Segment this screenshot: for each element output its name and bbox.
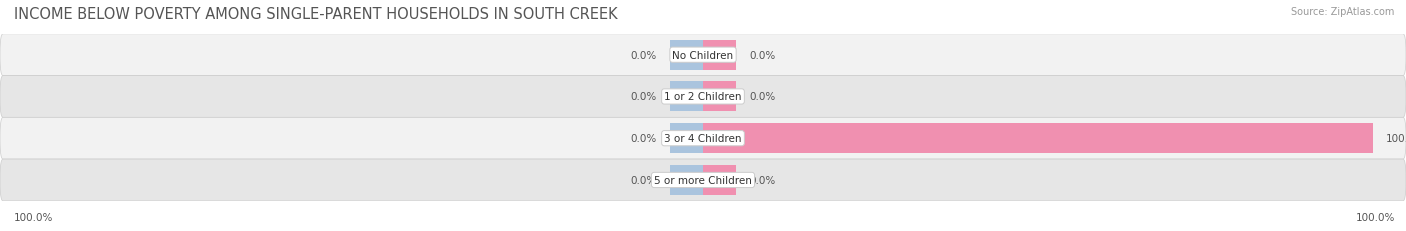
FancyBboxPatch shape	[0, 159, 1406, 201]
Bar	[703, 124, 1372, 154]
Bar	[669, 124, 703, 154]
Bar	[669, 165, 703, 195]
Text: 0.0%: 0.0%	[749, 175, 776, 185]
Text: 3 or 4 Children: 3 or 4 Children	[664, 134, 742, 144]
FancyBboxPatch shape	[0, 118, 1406, 159]
Bar	[703, 82, 737, 112]
Text: 5 or more Children: 5 or more Children	[654, 175, 752, 185]
Text: 100.0%: 100.0%	[14, 212, 53, 222]
Bar	[669, 82, 703, 112]
Text: 100.0%: 100.0%	[1386, 134, 1406, 144]
Bar	[703, 40, 737, 70]
FancyBboxPatch shape	[0, 76, 1406, 118]
Text: 0.0%: 0.0%	[630, 92, 657, 102]
Text: INCOME BELOW POVERTY AMONG SINGLE-PARENT HOUSEHOLDS IN SOUTH CREEK: INCOME BELOW POVERTY AMONG SINGLE-PARENT…	[14, 7, 617, 22]
Text: Source: ZipAtlas.com: Source: ZipAtlas.com	[1291, 7, 1395, 17]
Text: No Children: No Children	[672, 50, 734, 61]
Text: 0.0%: 0.0%	[749, 92, 776, 102]
Text: 0.0%: 0.0%	[630, 50, 657, 61]
Text: 0.0%: 0.0%	[630, 134, 657, 144]
Text: 0.0%: 0.0%	[630, 175, 657, 185]
Text: 100.0%: 100.0%	[1355, 212, 1395, 222]
Text: 0.0%: 0.0%	[749, 50, 776, 61]
Text: 1 or 2 Children: 1 or 2 Children	[664, 92, 742, 102]
Bar	[703, 165, 737, 195]
FancyBboxPatch shape	[0, 35, 1406, 76]
Bar	[669, 40, 703, 70]
